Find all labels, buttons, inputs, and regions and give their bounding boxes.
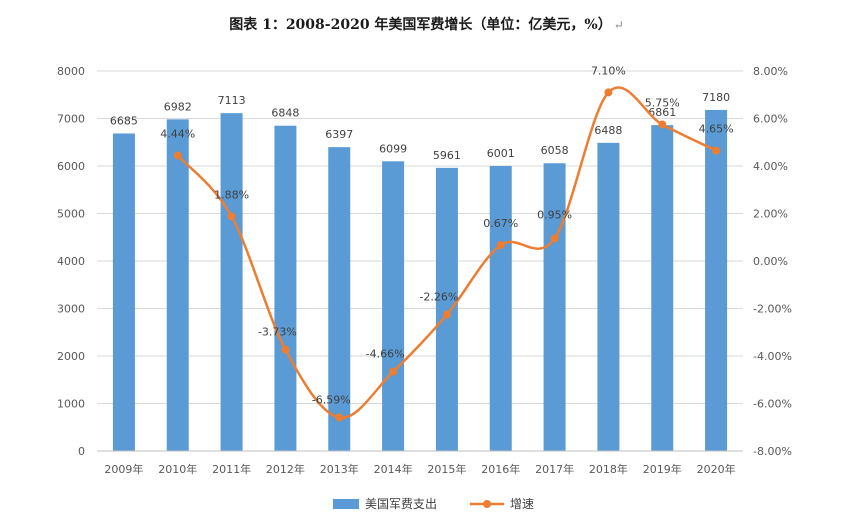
x-tick-label: 2015年 bbox=[427, 462, 466, 476]
y-right-tick-label: -4.00% bbox=[753, 350, 792, 363]
growth-value-label: 0.67% bbox=[483, 217, 518, 230]
bar-value-label: 6982 bbox=[164, 100, 192, 113]
bar-value-label: 6397 bbox=[325, 128, 353, 141]
bar-value-label: 6861 bbox=[648, 106, 676, 119]
bar bbox=[112, 133, 135, 451]
bar-value-label: 7180 bbox=[702, 91, 730, 104]
bar-value-label: 6685 bbox=[110, 114, 138, 127]
x-tick-label: 2018年 bbox=[589, 462, 628, 476]
y-left-tick-label: 8000 bbox=[57, 65, 85, 78]
y-left-tick-label: 7000 bbox=[57, 113, 85, 126]
growth-point bbox=[389, 367, 398, 376]
y-left-tick-label: 2000 bbox=[57, 350, 85, 363]
bar bbox=[435, 167, 458, 452]
bar bbox=[705, 109, 728, 451]
x-tick-label: 2014年 bbox=[374, 462, 413, 476]
x-tick-label: 2019年 bbox=[643, 462, 682, 476]
growth-value-label: 1.88% bbox=[214, 188, 249, 201]
legend-bar-swatch bbox=[333, 499, 359, 509]
y-left-tick-label: 6000 bbox=[57, 160, 85, 173]
growth-point bbox=[550, 234, 559, 243]
legend-bar-label: 美国军费支出 bbox=[365, 497, 437, 511]
y-left-tick-label: 3000 bbox=[57, 303, 85, 316]
growth-point bbox=[658, 120, 667, 129]
y-left-tick-label: 1000 bbox=[57, 398, 85, 411]
bar-series: 6685 6982 7113 6848 6397 6099 5961 6001 6058 6488… bbox=[110, 91, 730, 452]
x-tick-label: 2017年 bbox=[535, 462, 574, 476]
growth-value-label: -3.73% bbox=[258, 326, 297, 339]
growth-point bbox=[281, 345, 290, 354]
return-mark-icon: ↵ bbox=[613, 18, 624, 32]
y-left-tick-label: 4000 bbox=[57, 255, 85, 268]
bar-value-label: 7113 bbox=[218, 94, 246, 107]
y-left-tick-label: 5000 bbox=[57, 208, 85, 221]
y-right-tick-label: -2.00% bbox=[753, 303, 792, 316]
bar-value-label: 6488 bbox=[594, 124, 622, 137]
bar bbox=[328, 147, 351, 451]
legend: 美国军费支出 增速 bbox=[333, 497, 534, 511]
y-right-tick-label: 8.00% bbox=[753, 65, 788, 78]
line-series: 4.44% 1.88% -3.73% -6.59% -4.66% -2.26% 0.67% 0… bbox=[160, 64, 734, 422]
bar-value-label: 5961 bbox=[433, 149, 461, 162]
bar bbox=[543, 163, 566, 451]
y-right-tick-label: 4.00% bbox=[753, 160, 788, 173]
x-tick-label: 2013年 bbox=[320, 462, 359, 476]
bar bbox=[220, 113, 243, 451]
growth-point bbox=[173, 151, 182, 160]
growth-value-label: 0.95% bbox=[537, 208, 572, 221]
growth-point bbox=[335, 413, 344, 422]
y-right-tick-label: -8.00% bbox=[753, 445, 792, 458]
growth-value-label: 5.75% bbox=[645, 96, 680, 109]
axes: 0 1000 2000 3000 4000 5000 6000 7000 8000 -8.00% -… bbox=[57, 65, 792, 476]
growth-value-label: 4.44% bbox=[160, 128, 195, 141]
chart-title: 图表 1：2008-2020 年美国军费增长（单位：亿美元，%） ↵ bbox=[229, 17, 624, 33]
bar bbox=[274, 125, 297, 451]
legend-line-label: 增速 bbox=[510, 497, 534, 511]
bar-value-label: 6099 bbox=[379, 142, 407, 155]
y-right-tick-label: 2.00% bbox=[753, 208, 788, 221]
bar bbox=[489, 165, 512, 451]
legend-line-marker bbox=[483, 500, 491, 508]
y-right-tick-label: -6.00% bbox=[753, 398, 792, 411]
growth-value-label: 7.10% bbox=[591, 64, 626, 77]
bar bbox=[166, 119, 189, 451]
growth-point bbox=[496, 241, 505, 250]
bar-value-label: 6001 bbox=[487, 147, 515, 160]
bar-value-label: 6848 bbox=[271, 107, 299, 120]
bar-value-label: 6058 bbox=[541, 144, 569, 157]
growth-value-label: -6.59% bbox=[312, 394, 351, 407]
growth-point bbox=[227, 212, 236, 221]
y-left-tick-label: 0 bbox=[78, 445, 85, 458]
x-tick-label: 2016年 bbox=[481, 462, 520, 476]
growth-point bbox=[604, 88, 613, 97]
growth-point bbox=[712, 146, 721, 155]
y-right-tick-label: 6.00% bbox=[753, 113, 788, 126]
growth-point bbox=[442, 310, 451, 319]
bar bbox=[597, 142, 620, 451]
bar bbox=[651, 125, 674, 451]
growth-value-label: -2.26% bbox=[419, 291, 458, 304]
bar bbox=[382, 161, 405, 452]
x-tick-label: 2011年 bbox=[212, 462, 251, 476]
growth-value-label: -4.66% bbox=[366, 348, 405, 361]
growth-value-label: 4.65% bbox=[699, 123, 734, 136]
x-tick-label: 2009年 bbox=[104, 462, 143, 476]
x-tick-label: 2010年 bbox=[158, 462, 197, 476]
x-tick-label: 2020年 bbox=[697, 462, 736, 476]
x-tick-label: 2012年 bbox=[266, 462, 305, 476]
y-right-tick-label: 0.00% bbox=[753, 255, 788, 268]
